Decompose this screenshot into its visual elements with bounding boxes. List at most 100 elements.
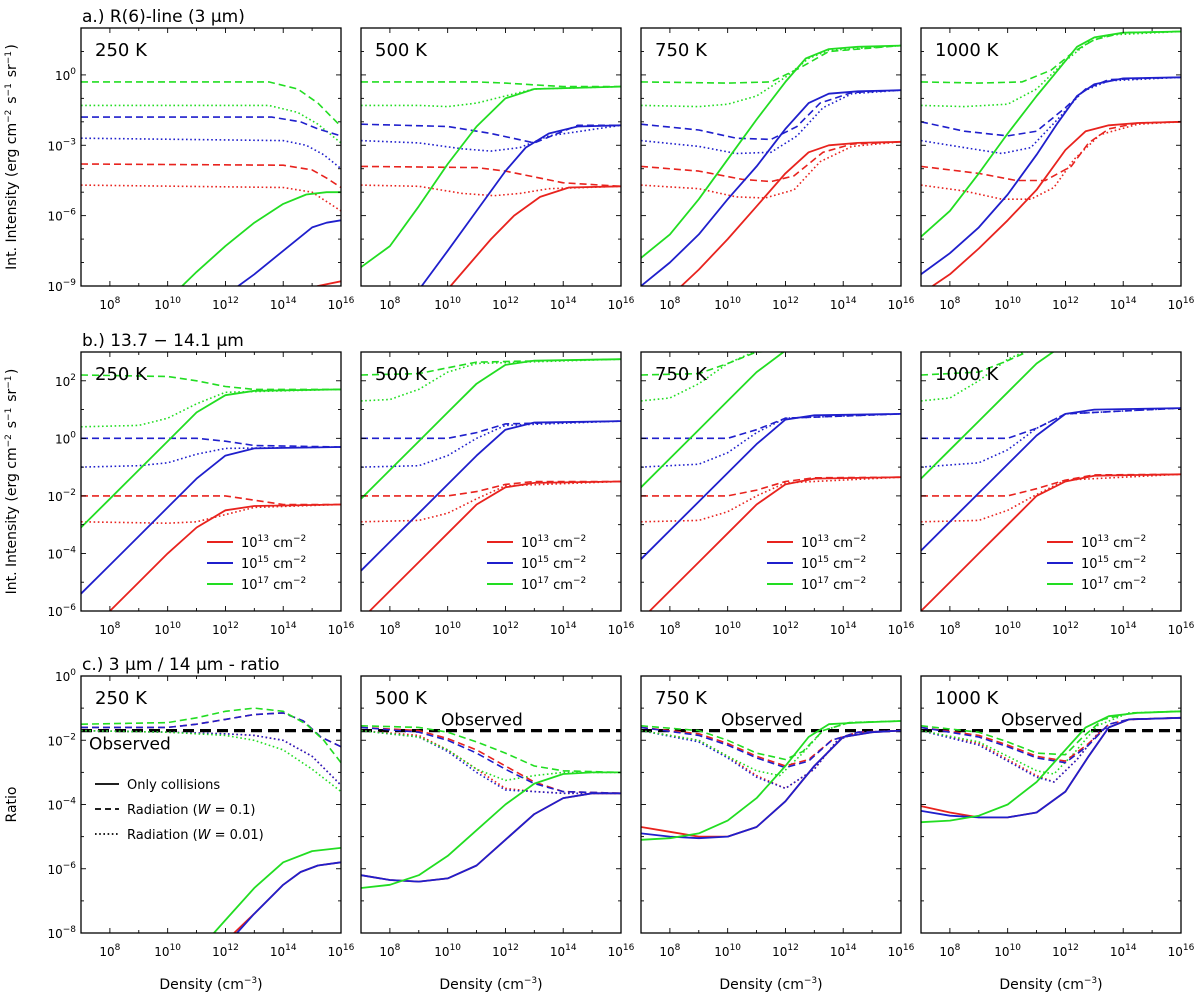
curve-N13-dashed [361,480,621,497]
curve-N17-dashed [641,352,773,376]
curve-N15-dashed [641,413,901,440]
x-tick-label: 108 [379,943,400,959]
x-tick-label: 1010 [434,621,461,637]
curve-N17-solid [641,352,786,488]
curve-N17-dashed [81,81,341,128]
x-tick-label: 1014 [1110,943,1137,959]
curve-N15-dashed [361,726,621,795]
x-tick-label: 1014 [1110,296,1137,312]
y-tick-label: 10−6 [47,208,76,224]
legend-label: 1017 cm−2 [1081,576,1146,593]
panel-c-2: 108 1010 1012 1014 1016 750 K Observed Density … [640,675,915,993]
panel-temperature-label: 750 K [655,364,708,385]
x-tick-label: 1014 [830,943,857,959]
legend-label: 1015 cm−2 [241,555,306,572]
x-tick-label: 1010 [714,296,741,312]
x-tick-label: 108 [939,943,960,959]
legend-label: 1017 cm−2 [241,576,306,593]
panel-temperature-label: 500 K [375,40,428,61]
x-tick-label: 108 [379,621,400,637]
panel-frame [920,27,1182,287]
x-tick-label: 1016 [328,296,355,312]
curve-N17-dashed [641,720,901,761]
x-tick-label: 1010 [714,943,741,959]
x-tick-label: 1012 [1052,943,1079,959]
curve-N15-dotted [921,76,1181,155]
curve-N13-dotted [641,476,901,523]
panel-b-0: 108 1010 1012 1014 1016 10−6 10−4 10−2 100 102 250… [47,351,355,637]
curve-N13-dashed [81,495,341,506]
curve-N15-dashed [361,123,621,144]
x-axis-label: Density (cm−3) [439,976,542,993]
x-tick-label: 108 [659,296,680,312]
x-tick-label: 108 [939,621,960,637]
x-tick-label: 1010 [714,621,741,637]
x-tick-label: 1012 [1052,296,1079,312]
curve-N13-dotted [361,480,621,523]
curve-N17-solid [361,85,621,268]
x-tick-label: 108 [939,296,960,312]
legend-label: 1013 cm−2 [801,534,866,551]
panel-a-2: 108 1010 1012 1014 1016 750 K [640,27,915,312]
y-tick-label: 100 [55,668,76,684]
panel-temperature-label: 250 K [95,364,148,385]
x-tick-label: 1016 [608,296,635,312]
y-axis-label-c: Ratio [4,787,20,823]
curve-N13-dotted [921,473,1181,523]
y-tick-label: 10−6 [47,861,76,877]
panel-a-3: 108 1010 1012 1014 1016 1000 K [920,27,1195,312]
x-tick-label: 108 [659,943,680,959]
observed-label: Observed [441,711,523,731]
x-tick-label: 1012 [212,943,239,959]
y-tick-label: 10−3 [47,137,76,153]
curve-N15-dotted [81,729,341,786]
curve-N15-dotted [641,413,901,468]
panel-temperature-label: 500 K [375,364,428,385]
curve-N15-solid [236,219,341,286]
curve-N15-dashed [641,89,901,141]
x-axis-label: Density (cm−3) [719,976,822,993]
curve-N13-dotted [81,503,341,524]
x-tick-label: 1016 [1168,621,1195,637]
legend-label: 1017 cm−2 [801,576,866,593]
curve-N13-solid [369,480,621,611]
curve-N15-solid [641,89,901,286]
y-tick-label: 10−4 [47,797,76,813]
x-tick-label: 1014 [1110,621,1137,637]
curve-N15-dashed [921,76,1181,137]
curve-N15-dotted [921,717,1181,783]
x-axis-label: Density (cm−3) [159,976,262,993]
x-tick-label: 1010 [154,943,181,959]
curve-N13-dashed [361,165,621,188]
y-tick-label: 10−6 [47,603,76,619]
curve-N17-dashed [921,352,1029,376]
panel-a-1: 108 1010 1012 1014 1016 500 K [360,27,635,312]
curve-N13-solid [449,185,621,286]
curve-N17-dotted [921,352,1026,402]
x-tick-label: 1012 [772,621,799,637]
curve-N15-dashed [921,717,1181,764]
legend-label: 1017 cm−2 [521,576,586,593]
row-a: a.) R(6)-line (3 μm) Int. Intensity (erg … [4,7,1195,312]
curve-N17-dashed [361,725,621,774]
panel-frame [80,351,342,612]
y-tick-label: 10−9 [47,278,76,294]
curve-N15-dotted [641,89,901,155]
x-tick-label: 1016 [1168,943,1195,959]
curve-N13-dotted [361,729,621,795]
y-axis-label-a: Int. Intensity (erg cm−2 s−1 sr−1 ) [4,44,20,270]
x-tick-label: 108 [379,296,400,312]
panel-temperature-label: 1000 K [935,688,1000,709]
x-tick-label: 1012 [492,296,519,312]
curve-N17-solid [641,720,901,841]
x-tick-label: 1014 [830,296,857,312]
panel-temperature-label: 1000 K [935,364,1000,385]
x-tick-label: 1014 [270,943,297,959]
curve-N13-solid [921,473,1181,611]
x-tick-label: 1010 [994,943,1021,959]
x-tick-label: 1016 [1168,296,1195,312]
observed-label: Observed [721,711,803,731]
curve-N17-solid [361,771,621,889]
panel-frame [360,27,622,287]
